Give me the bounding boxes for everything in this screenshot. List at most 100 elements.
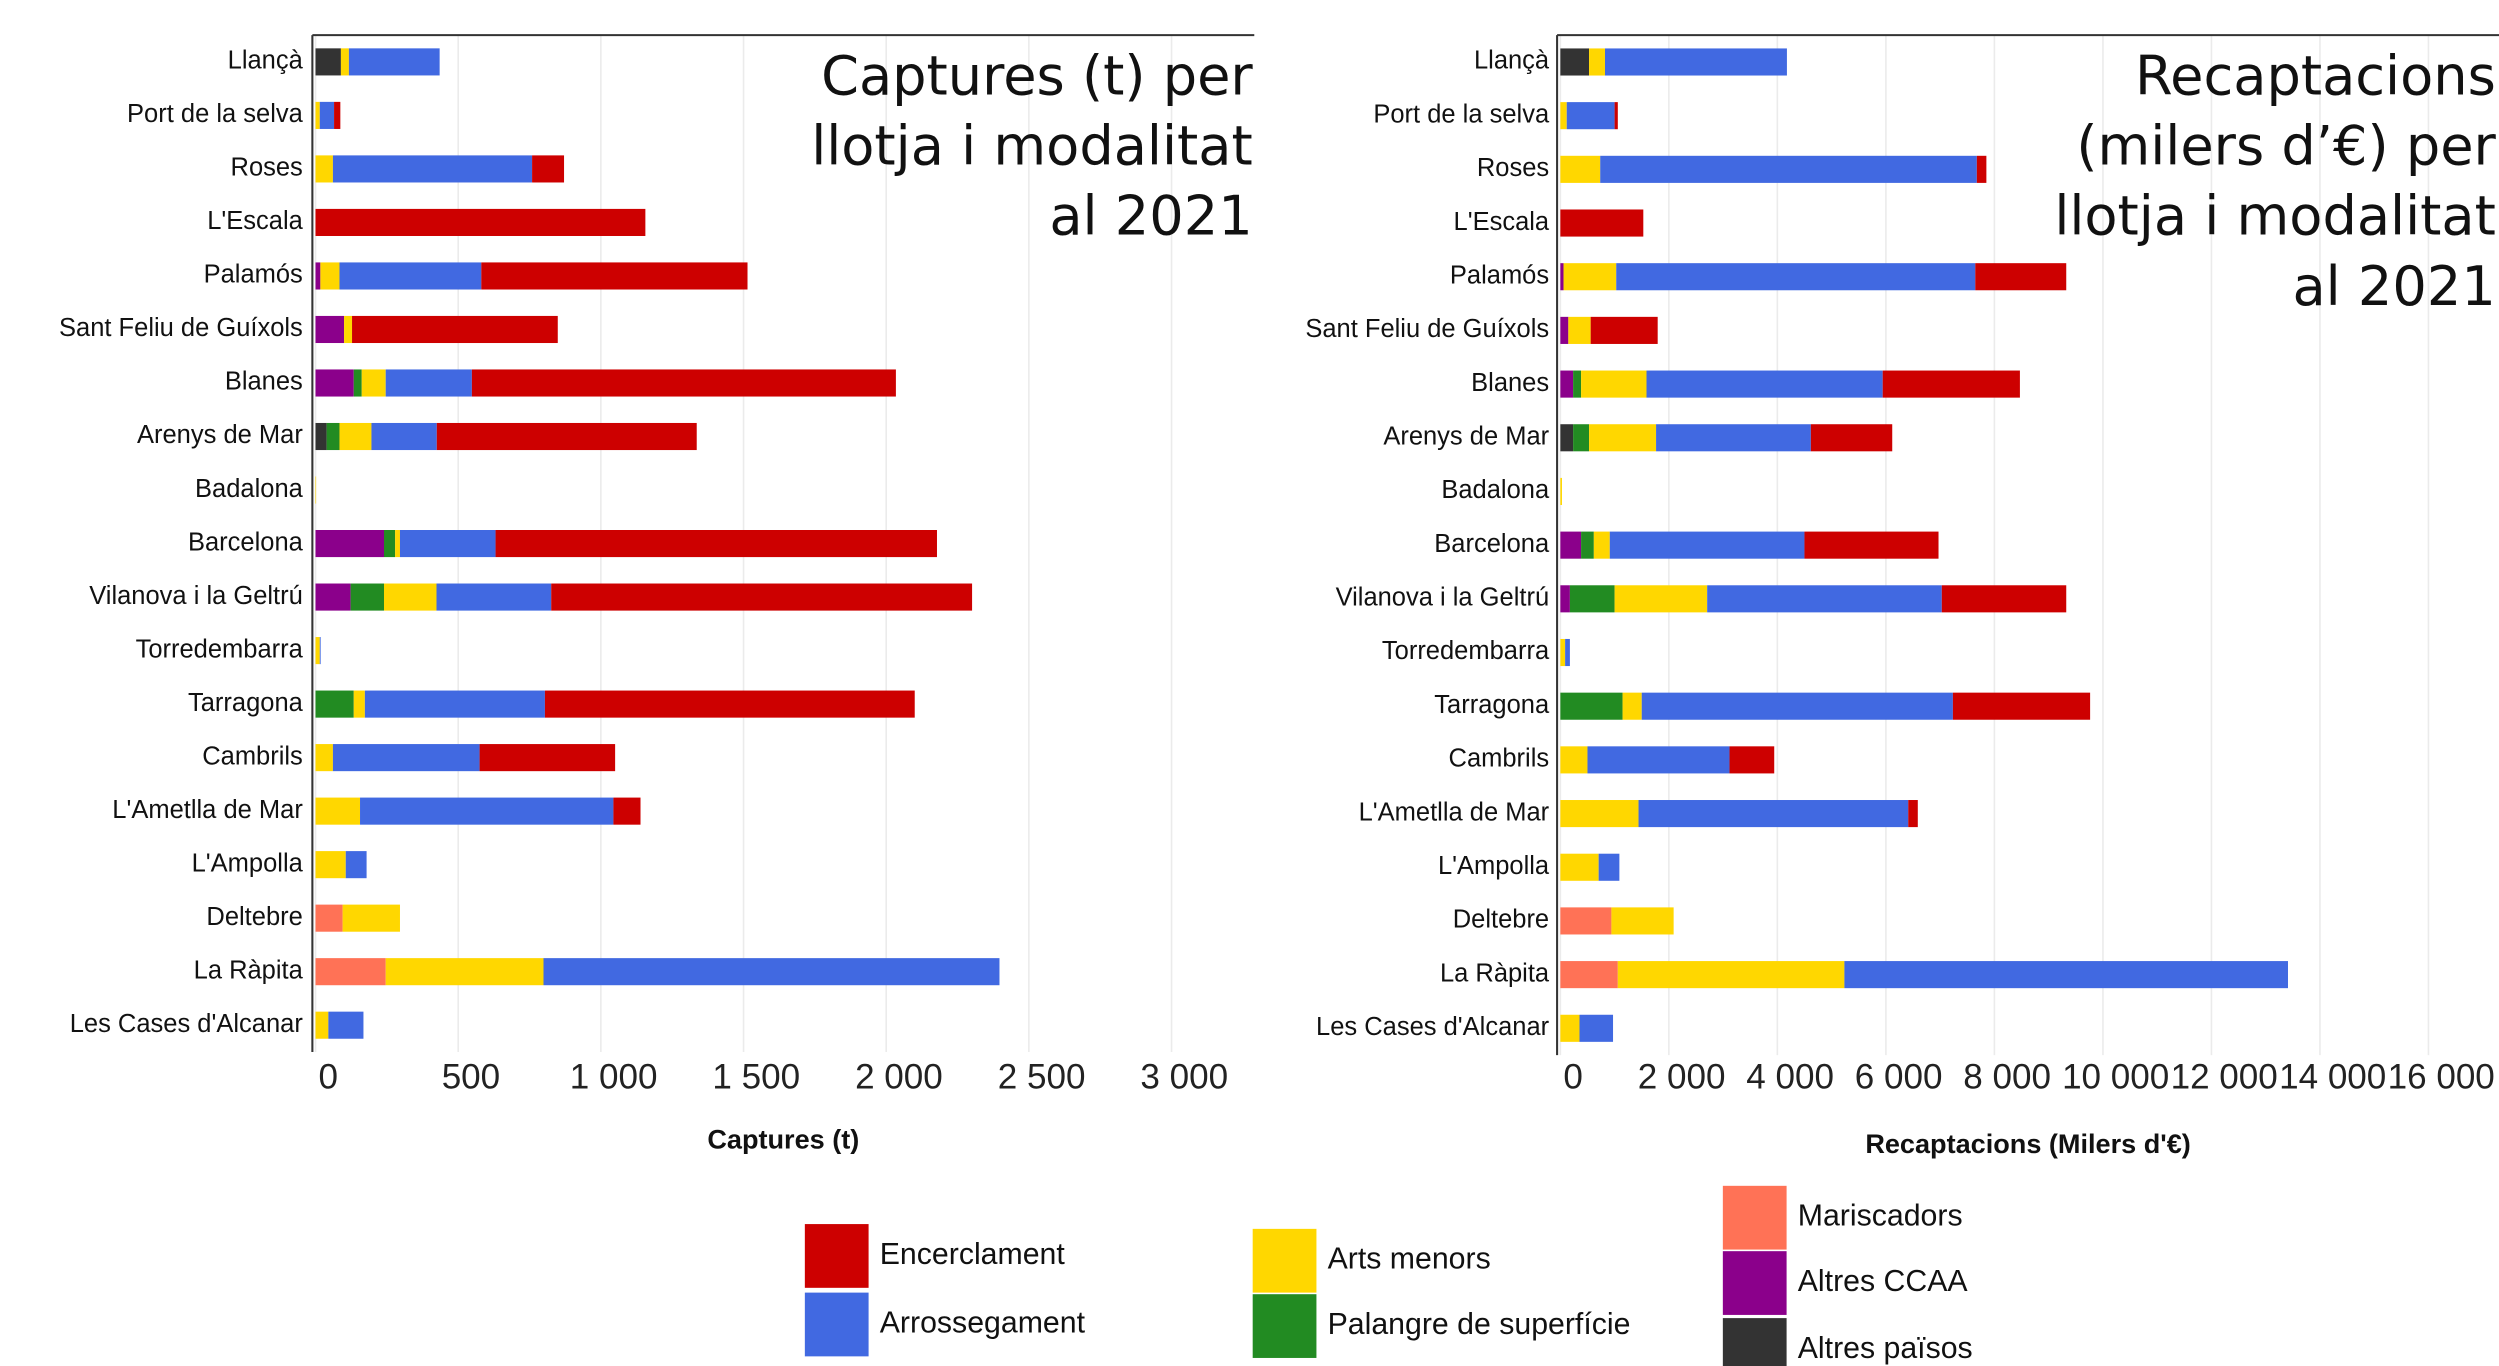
bar-segment — [342, 904, 400, 932]
bar-segment — [1729, 746, 1775, 774]
category-label: Palamós — [204, 261, 303, 289]
legend-swatch — [1252, 1294, 1317, 1358]
bar-segment — [383, 583, 437, 611]
category-label: Tarragona — [1434, 691, 1550, 719]
bar-segment — [1573, 424, 1590, 452]
legend-swatch — [1722, 1251, 1787, 1315]
bar-segment — [315, 369, 354, 397]
x-tick-label: 14 000 — [2279, 1057, 2386, 1096]
bar-segment — [1616, 263, 1976, 291]
bar-segment — [532, 155, 565, 183]
bar-segment — [1975, 263, 2067, 291]
bar-segment — [1589, 48, 1606, 76]
category-label: Cambrils — [1449, 745, 1550, 773]
bar-segment — [399, 530, 496, 558]
chart-title: llotja i modalitat — [2054, 185, 2496, 248]
bar-segment — [1560, 585, 1570, 613]
bar-segment — [1568, 316, 1591, 344]
bar-segment — [1565, 638, 1570, 667]
category-label: L'Ampolla — [1438, 852, 1550, 880]
category-label: Barcelona — [188, 528, 304, 556]
bar-segment — [1589, 424, 1657, 452]
bar-segment — [385, 369, 472, 397]
x-tick-label: 12 000 — [2171, 1057, 2278, 1096]
category-label: Badalona — [195, 475, 304, 503]
bar-segment — [1882, 370, 2020, 398]
category-label: Tarragona — [188, 689, 304, 717]
bar-segment — [1560, 907, 1612, 935]
category-label: Vilanova i la Geltrú — [89, 582, 303, 610]
category-label: Llançà — [228, 47, 304, 75]
bar-segment — [1976, 155, 1987, 183]
x-tick-label: 1 500 — [712, 1057, 800, 1096]
category-label: Palamós — [1450, 261, 1549, 289]
bar-segment — [315, 208, 646, 236]
bar-segment — [613, 797, 641, 825]
category-label: La Ràpita — [194, 956, 304, 984]
x-axis-title: Recaptacions (Milers d'€) — [1865, 1128, 2190, 1159]
bar-segment — [543, 958, 1000, 986]
bar-segment — [1560, 692, 1623, 720]
bar-segment — [1560, 155, 1601, 183]
bar-segment — [1617, 961, 1845, 989]
x-tick-label: 6 000 — [1855, 1057, 1943, 1096]
legend-swatch — [1252, 1228, 1317, 1293]
bar-segment — [1569, 585, 1615, 613]
bar-segment — [544, 690, 915, 718]
bar-segment — [1952, 692, 2091, 720]
bar-segment — [344, 315, 353, 344]
category-label: Roses — [231, 154, 303, 182]
bar-segment — [1707, 585, 1942, 613]
bar-segment — [361, 369, 386, 397]
bar-segment — [1593, 531, 1610, 559]
category-label: Deltebre — [1453, 906, 1549, 934]
bar-segment — [1579, 1014, 1614, 1042]
bar-segment — [1560, 638, 1566, 667]
bar-segment — [339, 422, 372, 451]
bar-segment — [315, 315, 345, 344]
legend-label: Mariscadors — [1798, 1200, 1963, 1233]
category-label: Blanes — [225, 368, 303, 396]
bar-segment — [315, 690, 354, 718]
bar-segment — [315, 851, 346, 879]
bar-segment — [1560, 316, 1569, 344]
bar-segment — [1581, 370, 1647, 398]
bar-segment — [1560, 370, 1574, 398]
category-label: Sant Feliu de Guíxols — [59, 314, 303, 342]
bar-segment — [350, 583, 384, 611]
bar-segment — [1573, 370, 1582, 398]
bar-segment — [1560, 961, 1618, 989]
bar-segment — [1622, 692, 1642, 720]
x-tick-label: 2 500 — [998, 1057, 1086, 1096]
category-label: L'Escala — [207, 207, 303, 235]
category-label: Arenys de Mar — [137, 421, 303, 449]
bar-segment — [1844, 961, 2288, 989]
bar-segment — [1941, 585, 2067, 613]
x-tick-label: 500 — [442, 1057, 500, 1096]
category-label: Arenys de Mar — [1383, 423, 1549, 451]
bar-segment — [479, 744, 616, 772]
bar-segment — [315, 530, 384, 558]
bar-segment — [315, 904, 343, 932]
bar-segment — [319, 637, 321, 665]
bar-segment — [1614, 102, 1618, 130]
bar-segment — [315, 958, 386, 986]
bar-segment — [436, 422, 697, 451]
category-label: La Ràpita — [1440, 959, 1550, 987]
bar-segment — [1638, 800, 1909, 828]
bar-segment — [1581, 531, 1594, 559]
bar-segment — [315, 476, 317, 504]
x-tick-label: 0 — [1563, 1057, 1583, 1096]
bar-segment — [315, 744, 333, 772]
bar-segment — [315, 262, 321, 290]
bar-segment — [353, 690, 365, 718]
category-label: L'Ampolla — [192, 849, 304, 877]
category-label: Les Cases d'Alcanar — [1316, 1013, 1550, 1041]
chart-title: llotja i modalitat — [811, 115, 1253, 178]
x-tick-label: 1 000 — [570, 1057, 658, 1096]
bar-segment — [1587, 746, 1730, 774]
bar-segment — [315, 155, 333, 183]
x-tick-label: 0 — [319, 1057, 339, 1096]
category-label: L'Ametlla de Mar — [112, 796, 303, 824]
bar-segment — [364, 690, 545, 718]
